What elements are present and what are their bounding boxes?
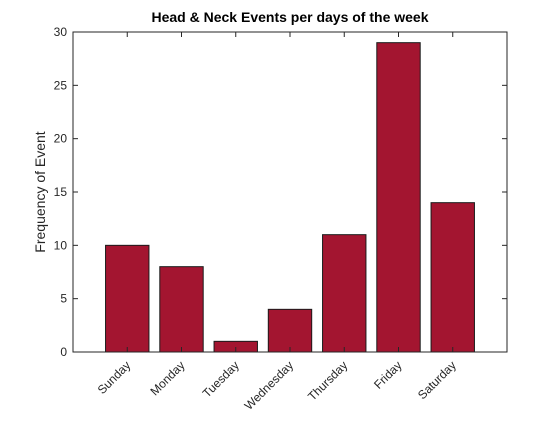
bar-sunday	[105, 244, 150, 353]
y-tick-label: 20	[54, 132, 68, 146]
x-tick-label-friday: Friday	[371, 358, 404, 391]
y-tick-label: 25	[54, 78, 68, 92]
x-tick-label-sunday: Sunday	[95, 358, 134, 397]
y-tick-label: 0	[60, 345, 67, 359]
bar-monday	[159, 266, 204, 353]
x-tick-label-monday: Monday	[148, 358, 188, 398]
bar-friday	[376, 42, 421, 353]
bar-thursday	[322, 234, 367, 353]
plot-frame-outline	[72, 31, 508, 353]
y-tick-label: 5	[60, 292, 67, 306]
x-tick-label-tuesday: Tuesday	[200, 358, 242, 400]
bars-group	[105, 42, 475, 353]
y-tick-label: 15	[54, 185, 68, 199]
y-tick-label: 10	[54, 238, 68, 252]
bar-wednesday	[267, 308, 313, 353]
y-axis: 0 5 10 15 20 25 30	[54, 25, 507, 359]
bar-saturday	[430, 202, 475, 353]
y-axis-label: Frequency of Event	[32, 131, 48, 253]
x-tick-label-saturday: Saturday	[415, 358, 459, 402]
x-tick-label-wednesday: Wednesday	[242, 358, 297, 413]
chart-title: Head & Neck Events per days of the week	[152, 9, 429, 25]
y-tick-label: 30	[54, 25, 68, 39]
x-tick-label-thursday: Thursday	[305, 358, 350, 403]
